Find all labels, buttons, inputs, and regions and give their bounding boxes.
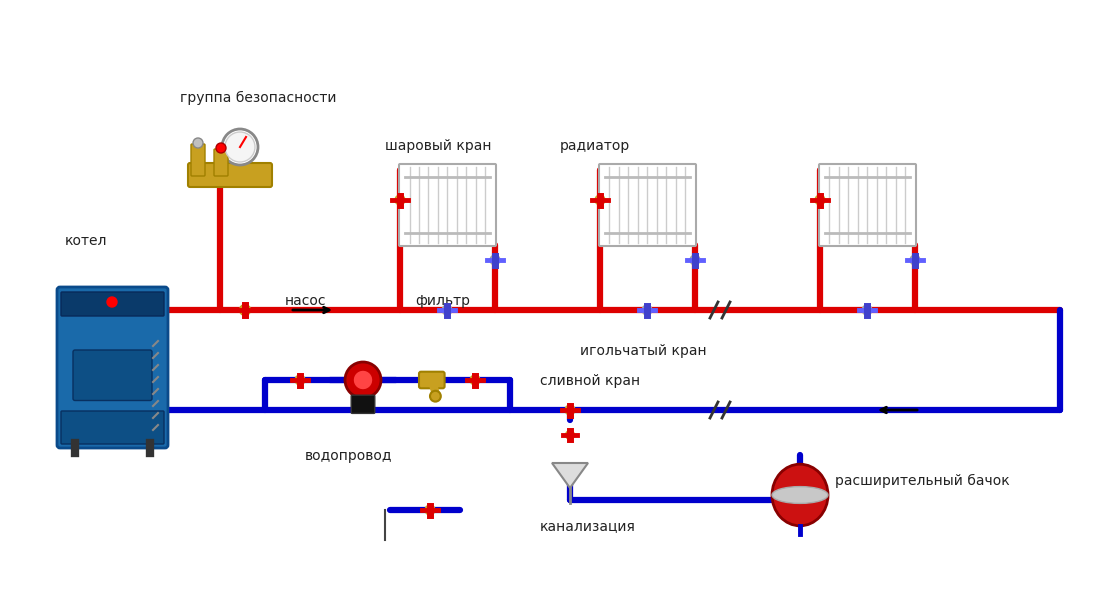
Text: группа безопасности: группа безопасности	[180, 91, 336, 105]
Circle shape	[470, 375, 480, 385]
FancyBboxPatch shape	[398, 164, 496, 246]
Text: насос: насос	[285, 294, 326, 308]
Circle shape	[193, 138, 203, 148]
Circle shape	[565, 405, 575, 415]
Text: расширительный бачок: расширительный бачок	[835, 474, 1009, 488]
FancyBboxPatch shape	[214, 149, 228, 176]
FancyBboxPatch shape	[352, 395, 375, 413]
Circle shape	[863, 305, 871, 315]
Ellipse shape	[772, 487, 828, 503]
FancyBboxPatch shape	[61, 411, 164, 444]
Text: котел: котел	[65, 234, 108, 248]
Circle shape	[690, 255, 700, 265]
Circle shape	[910, 255, 920, 265]
FancyBboxPatch shape	[191, 144, 205, 176]
Circle shape	[595, 195, 605, 205]
Text: канализация: канализация	[540, 519, 636, 533]
Circle shape	[565, 431, 574, 439]
FancyBboxPatch shape	[73, 350, 152, 400]
FancyBboxPatch shape	[418, 371, 444, 388]
Circle shape	[295, 375, 305, 385]
Text: игольчатый кран: игольчатый кран	[580, 344, 707, 358]
Circle shape	[225, 132, 255, 162]
Circle shape	[395, 195, 405, 205]
Text: шаровый кран: шаровый кран	[385, 139, 492, 153]
FancyBboxPatch shape	[599, 164, 696, 246]
Circle shape	[239, 304, 250, 315]
FancyBboxPatch shape	[188, 163, 272, 187]
Circle shape	[353, 370, 373, 390]
Text: водопровод: водопровод	[305, 449, 393, 463]
Circle shape	[642, 305, 652, 315]
Text: сливной кран: сливной кран	[540, 374, 640, 388]
Circle shape	[221, 129, 258, 165]
Polygon shape	[552, 463, 588, 488]
Circle shape	[107, 297, 117, 307]
Circle shape	[442, 305, 452, 315]
Text: фильтр: фильтр	[415, 294, 470, 308]
FancyBboxPatch shape	[57, 287, 168, 448]
Circle shape	[490, 255, 500, 265]
Ellipse shape	[772, 464, 828, 526]
FancyBboxPatch shape	[819, 164, 916, 246]
Circle shape	[216, 143, 226, 153]
Circle shape	[430, 391, 441, 402]
Circle shape	[815, 195, 825, 205]
Circle shape	[345, 362, 381, 398]
FancyBboxPatch shape	[61, 292, 164, 316]
Text: радиатор: радиатор	[560, 139, 630, 153]
Circle shape	[425, 505, 435, 515]
